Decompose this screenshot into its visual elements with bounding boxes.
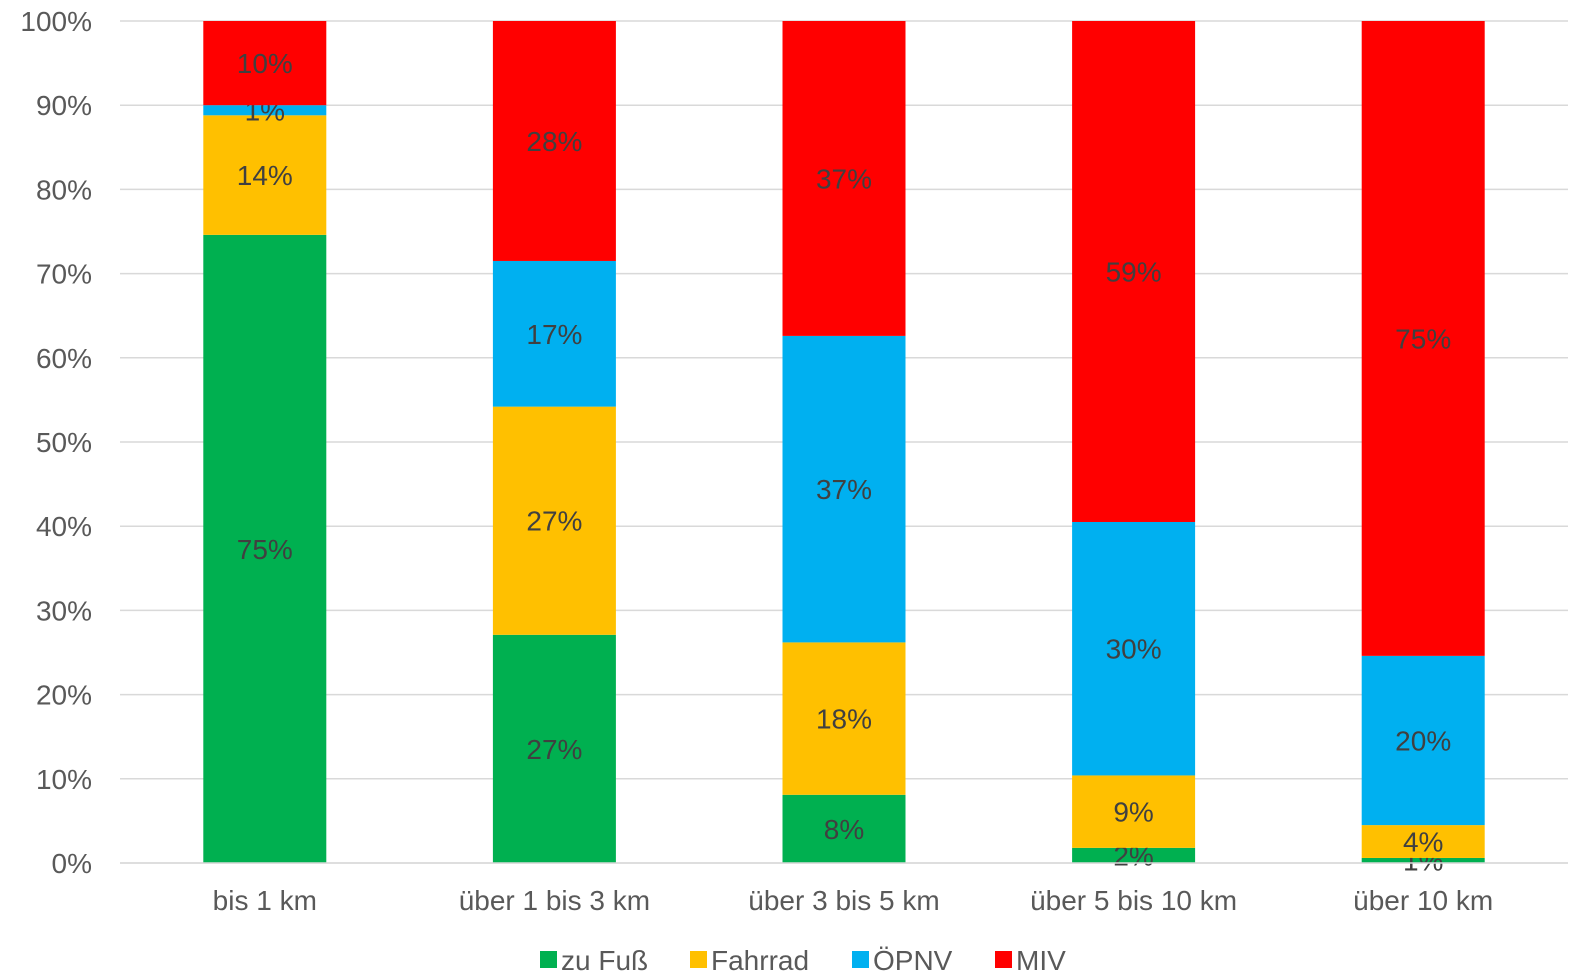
legend-swatch: [995, 951, 1012, 968]
x-category-label: bis 1 km: [213, 885, 317, 916]
data-label: 75%: [237, 534, 293, 565]
data-label: 75%: [1395, 323, 1451, 354]
data-label: 10%: [237, 48, 293, 79]
bar-segment--pnv: [203, 105, 327, 116]
data-label: 27%: [526, 734, 582, 765]
x-category-label: über 5 bis 10 km: [1030, 885, 1237, 916]
bar-segment-zu-fu-: [203, 234, 327, 864]
x-category-label: über 3 bis 5 km: [748, 885, 939, 916]
y-tick-label: 90%: [36, 90, 92, 121]
bar-segment--pnv: [1072, 521, 1196, 776]
data-label: 59%: [1106, 256, 1162, 287]
y-tick-label: 60%: [36, 343, 92, 374]
bar-segment-fahrrad: [492, 406, 616, 635]
bar-segment-miv: [1072, 21, 1196, 522]
data-label: 28%: [526, 126, 582, 157]
legend-label: Fahrrad: [711, 945, 809, 976]
x-category-label: über 1 bis 3 km: [459, 885, 650, 916]
data-label: 18%: [816, 704, 872, 735]
data-label: 8%: [824, 814, 864, 845]
bar-segment-miv: [492, 21, 616, 261]
bar-segment-fahrrad: [1072, 775, 1196, 848]
bar-segment-zu-fu-: [1361, 857, 1485, 863]
data-label: 27%: [526, 506, 582, 537]
data-label: 37%: [816, 163, 872, 194]
bar-segment--pnv: [1361, 655, 1485, 826]
data-label: 17%: [526, 319, 582, 350]
bar-segment-zu-fu-: [782, 794, 906, 863]
data-label: 30%: [1106, 634, 1162, 665]
x-category-label: über 10 km: [1353, 885, 1493, 916]
legend-label: zu Fuß: [561, 945, 648, 976]
y-tick-label: 100%: [20, 6, 92, 37]
data-label: 4%: [1403, 827, 1443, 858]
legend-label: ÖPNV: [873, 945, 953, 976]
y-tick-label: 0%: [52, 848, 92, 879]
legend-swatch: [852, 951, 869, 968]
data-label: 14%: [237, 160, 293, 191]
bar-segment-fahrrad: [203, 115, 327, 235]
bar-segment-fahrrad: [1361, 825, 1485, 858]
y-tick-label: 40%: [36, 511, 92, 542]
bar-segment-zu-fu-: [492, 634, 616, 863]
y-tick-label: 30%: [36, 595, 92, 626]
bar-segment-zu-fu-: [1072, 847, 1196, 863]
y-tick-label: 80%: [36, 174, 92, 205]
bar-segment--pnv: [782, 335, 906, 643]
y-tick-label: 10%: [36, 764, 92, 795]
legend-swatch: [690, 951, 707, 968]
bar-segment--pnv: [492, 260, 616, 407]
bar-segment-fahrrad: [782, 642, 906, 795]
bar-segment-miv: [1361, 21, 1485, 656]
y-tick-label: 50%: [36, 427, 92, 458]
y-tick-label: 20%: [36, 680, 92, 711]
data-label: 37%: [816, 474, 872, 505]
bar-segment-miv: [203, 21, 327, 106]
legend-label: MIV: [1016, 945, 1066, 976]
legend-swatch: [540, 951, 557, 968]
data-label: 20%: [1395, 725, 1451, 756]
data-label: 9%: [1113, 797, 1153, 828]
y-tick-label: 70%: [36, 259, 92, 290]
bar-segment-miv: [782, 21, 906, 336]
